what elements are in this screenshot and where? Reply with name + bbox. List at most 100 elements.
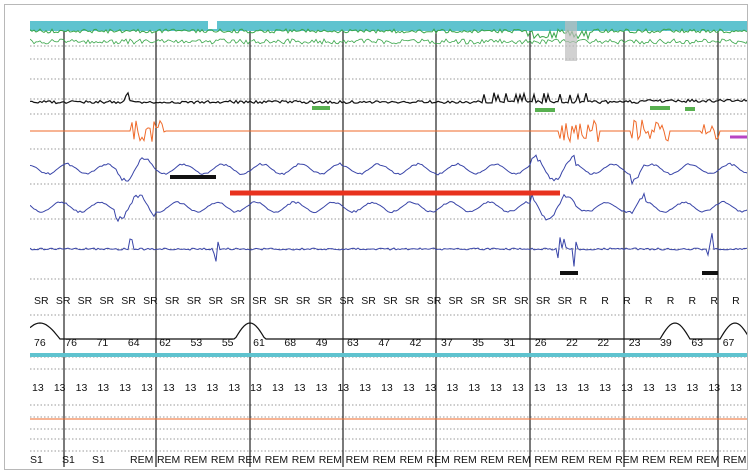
stage-label: REM — [453, 454, 476, 466]
event-label: R — [732, 295, 740, 307]
stage-label: REM — [642, 454, 665, 466]
event-label: SR — [165, 295, 180, 307]
event-label: R — [623, 295, 631, 307]
stage-label: REM — [534, 454, 557, 466]
stage-label: REM — [615, 454, 638, 466]
event-label: SR — [427, 295, 442, 307]
spo2-label: 47 — [378, 337, 390, 349]
spo2-label: 61 — [253, 337, 265, 349]
spo2-label: 39 — [660, 337, 672, 349]
event-label: SR — [536, 295, 551, 307]
artifact-marker — [565, 21, 577, 61]
spo2-label: 22 — [597, 337, 609, 349]
hr-label: 13 — [556, 382, 568, 394]
stage-label: REM — [238, 454, 261, 466]
stage-label: REM — [427, 454, 450, 466]
hr-label: 13 — [621, 382, 633, 394]
hr-label: 13 — [687, 382, 699, 394]
top-band-gap — [208, 19, 217, 29]
stage-label: S1 — [92, 454, 105, 466]
polysomnogram-panel: SR SR SR SR SR SR SR SR SR SR SR SR SR SR SR SR SR SR SR SR… — [4, 4, 748, 470]
event-label: SR — [252, 295, 267, 307]
event-label: SR — [470, 295, 485, 307]
hr-label: 13 — [250, 382, 262, 394]
hr-label: 13 — [381, 382, 393, 394]
event-label: SR — [514, 295, 529, 307]
hr-label: 13 — [577, 382, 589, 394]
hr-label: 13 — [163, 382, 175, 394]
event-label: SR — [99, 295, 114, 307]
spo2-label: 22 — [566, 337, 578, 349]
stage-label: REM — [696, 454, 719, 466]
hr-label: 13 — [119, 382, 131, 394]
stage-label: S1 — [30, 454, 43, 466]
event-label: SR — [121, 295, 136, 307]
event-label: R — [667, 295, 675, 307]
spo2-label: 31 — [504, 337, 516, 349]
event-label: SR — [209, 295, 224, 307]
spo2-label: 76 — [65, 337, 77, 349]
event-label: SR — [187, 295, 202, 307]
event-label: SR — [56, 295, 71, 307]
spo2-label: 63 — [691, 337, 703, 349]
event-label: SR — [361, 295, 376, 307]
spo2-label: 62 — [159, 337, 171, 349]
stage-label: REM — [319, 454, 342, 466]
spo2-label: 63 — [347, 337, 359, 349]
event-label: SR — [318, 295, 333, 307]
top-green-trace — [30, 28, 747, 41]
stage-label: REM — [265, 454, 288, 466]
hr-label: 13 — [207, 382, 219, 394]
stage-label: REM — [723, 454, 746, 466]
stage-label: REM — [211, 454, 234, 466]
spo2-label: 76 — [34, 337, 46, 349]
event-label: SR — [492, 295, 507, 307]
stage-label: REM — [400, 454, 423, 466]
event-label: SR — [78, 295, 93, 307]
hr-label: 13 — [403, 382, 415, 394]
hr-label: 13 — [512, 382, 524, 394]
hr-label: 13 — [730, 382, 742, 394]
signal-traces — [30, 21, 747, 420]
stage-label: REM — [373, 454, 396, 466]
event-label: SR — [34, 295, 49, 307]
hr-label: 13 — [228, 382, 240, 394]
stage-label: REM — [669, 454, 692, 466]
hypnogram-chart: SR SR SR SR SR SR SR SR SR SR SR SR SR SR SR SR SR SR SR SR… — [30, 19, 747, 467]
spo2-label: 23 — [629, 337, 641, 349]
emg-trace — [30, 119, 747, 144]
hr-label: 13 — [294, 382, 306, 394]
hr-label: 13 — [316, 382, 328, 394]
hr-label: 13 — [468, 382, 480, 394]
event-label: SR — [296, 295, 311, 307]
spo2-label: 37 — [441, 337, 453, 349]
event-label: R — [710, 295, 718, 307]
hr-label: 13 — [708, 382, 720, 394]
spo2-label: 49 — [316, 337, 328, 349]
ecg-trace — [30, 233, 747, 267]
stage-label: REM — [346, 454, 369, 466]
event-label: SR — [143, 295, 158, 307]
thoracic-effort-trace — [30, 154, 747, 186]
hr-label: 13 — [359, 382, 371, 394]
hr-label: 13 — [534, 382, 546, 394]
grid — [30, 19, 747, 467]
event-label: SR — [274, 295, 289, 307]
hr-label: 13 — [97, 382, 109, 394]
hr-label: 13 — [185, 382, 197, 394]
spo2-label: 35 — [472, 337, 484, 349]
hr-label: 13 — [337, 382, 349, 394]
hr-label: 13 — [490, 382, 502, 394]
spo2-label: 53 — [191, 337, 203, 349]
spo2-label: 26 — [535, 337, 547, 349]
spo2-label: 42 — [410, 337, 422, 349]
event-label: R — [579, 295, 587, 307]
spo2-curve — [30, 322, 747, 340]
stage-label: REM — [292, 454, 315, 466]
abdominal-effort-trace — [30, 191, 747, 223]
event-label: R — [689, 295, 697, 307]
hr-label: 13 — [599, 382, 611, 394]
spo2-label: 68 — [284, 337, 296, 349]
hr-label: 13 — [32, 382, 44, 394]
event-label: SR — [339, 295, 354, 307]
